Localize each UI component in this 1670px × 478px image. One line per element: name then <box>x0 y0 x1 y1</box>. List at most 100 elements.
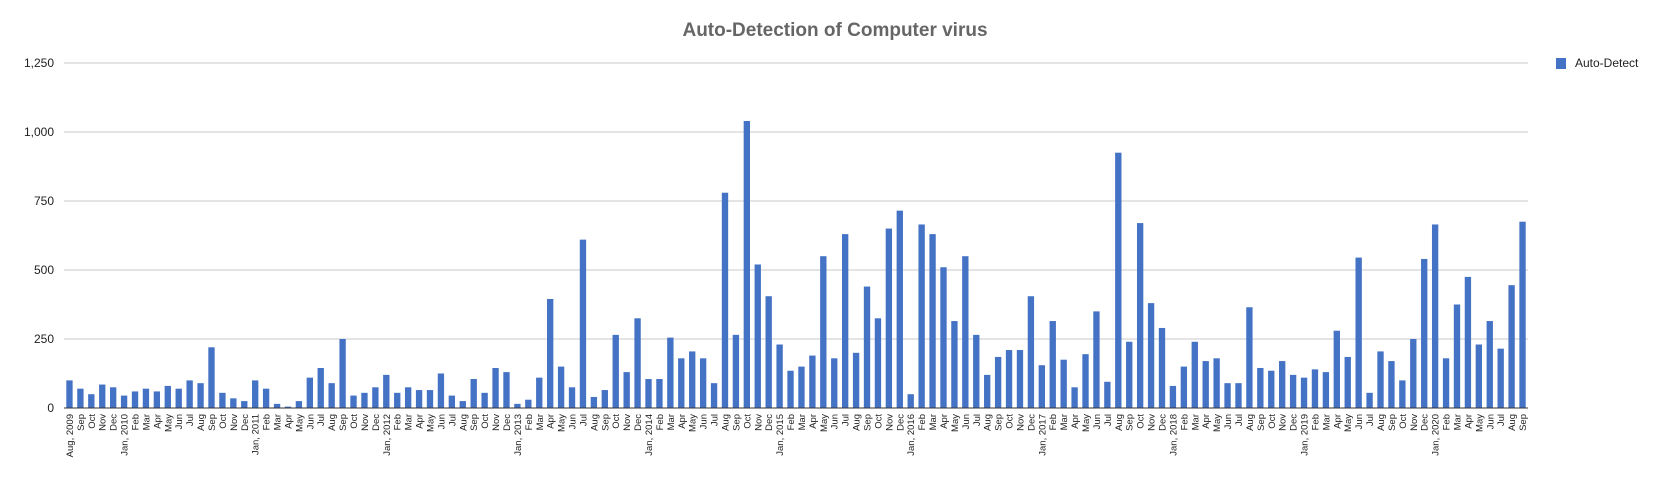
y-tick-label: 750 <box>34 194 54 208</box>
bar <box>841 234 849 408</box>
bar <box>721 192 729 408</box>
bar <box>1388 361 1395 408</box>
bar <box>415 390 423 408</box>
bar <box>798 366 805 408</box>
bar <box>1126 341 1133 408</box>
x-tick-label: Dec <box>502 414 513 431</box>
x-tick-label: Nov <box>1409 414 1420 431</box>
bar <box>1060 359 1067 408</box>
bar <box>1038 365 1045 408</box>
bar <box>295 401 303 408</box>
x-tick-label: Jul <box>841 414 852 426</box>
x-tick-label: Apr <box>1332 414 1343 429</box>
x-tick-label: Mar <box>1059 414 1070 430</box>
bar <box>1104 381 1111 408</box>
x-tick-label: Sep <box>76 414 87 431</box>
bar <box>1224 383 1231 408</box>
bar <box>874 318 882 408</box>
x-tick-label: Dec <box>1289 414 1300 431</box>
bar <box>973 334 980 408</box>
bar <box>1333 330 1340 408</box>
chart-title: Auto-Detection of Computer virus <box>682 20 987 41</box>
x-tick-label: Nov <box>1015 414 1026 431</box>
x-tick-label: Oct <box>742 414 753 429</box>
bar <box>689 351 696 408</box>
x-tick-label: Jul <box>972 414 983 426</box>
x-tick-label: Apr <box>1463 414 1474 429</box>
x-tick-label: Oct <box>1136 414 1147 429</box>
bar <box>131 391 139 408</box>
bar <box>820 256 827 408</box>
bar <box>1191 341 1198 408</box>
bar <box>284 406 292 408</box>
bar <box>317 367 324 408</box>
legend[interactable]: Auto-Detect <box>1556 56 1639 70</box>
bar <box>1115 152 1122 408</box>
bar <box>426 390 434 408</box>
x-tick-label: Mar <box>1452 414 1463 430</box>
bar <box>645 379 652 408</box>
bar <box>612 334 619 408</box>
bar <box>525 399 532 408</box>
bar <box>66 380 73 408</box>
bar <box>568 387 576 408</box>
bar <box>339 339 346 408</box>
bar <box>262 388 270 408</box>
x-tick-label: Feb <box>1179 414 1190 430</box>
x-tick-label: Apr <box>808 414 819 429</box>
bar <box>1093 311 1100 408</box>
x-tick-label: Feb <box>393 414 404 430</box>
x-tick-label: Apr <box>546 414 557 429</box>
bar <box>678 358 685 408</box>
x-tick-label: Jan, 2015 <box>775 414 786 456</box>
x-tick-label: Nov <box>884 414 895 431</box>
bar <box>852 352 860 408</box>
x-tick-label: Aug, 2009 <box>65 414 76 457</box>
y-tick-label: 1,250 <box>24 56 54 70</box>
x-tick-label: May <box>294 414 305 432</box>
bar <box>623 372 630 408</box>
bar <box>1049 321 1056 408</box>
x-tick-label: Sep <box>863 414 874 431</box>
x-tick-label: Jan, 2010 <box>120 414 131 456</box>
bar <box>164 385 171 408</box>
bar <box>1246 307 1253 408</box>
x-tick-label: Sep <box>1256 414 1267 431</box>
bar <box>896 210 903 408</box>
bar <box>230 398 237 408</box>
bar <box>252 380 259 408</box>
x-tick-label: Mar <box>797 414 808 430</box>
x-tick-label: Nov <box>622 414 633 431</box>
x-tick-label: Jan, 2012 <box>382 414 393 456</box>
bar <box>1213 358 1220 408</box>
x-tick-label: Sep <box>994 414 1005 431</box>
bar <box>350 395 357 408</box>
bar <box>175 388 182 408</box>
x-tick-label: Mar <box>404 414 415 430</box>
x-tick-label: Jul <box>1496 414 1507 426</box>
bar <box>831 358 838 408</box>
x-tick-label: Apr <box>1201 414 1212 429</box>
x-tick-label: Aug <box>1376 414 1387 431</box>
bar <box>1136 223 1144 408</box>
x-tick-label: Mar <box>666 414 677 430</box>
x-tick-label: Jun <box>1354 414 1365 429</box>
bar <box>918 224 925 408</box>
bar <box>481 392 488 408</box>
bar <box>809 355 816 408</box>
bar <box>732 334 740 408</box>
bar <box>1366 392 1373 408</box>
bar <box>88 394 95 408</box>
bar <box>459 401 466 408</box>
x-tick-label: Sep <box>1518 414 1529 431</box>
x-tick-label: Oct <box>611 414 622 429</box>
x-tick-label: Sep <box>338 414 349 431</box>
x-tick-label: Jun <box>1223 414 1234 429</box>
x-tick-label: Dec <box>1026 414 1037 431</box>
bar <box>1464 276 1472 408</box>
x-tick-label: Jul <box>1103 414 1114 426</box>
bar <box>1027 296 1035 408</box>
x-tick-label: Sep <box>600 414 611 431</box>
bar <box>120 395 128 408</box>
x-tick-label: Jul <box>447 414 458 426</box>
